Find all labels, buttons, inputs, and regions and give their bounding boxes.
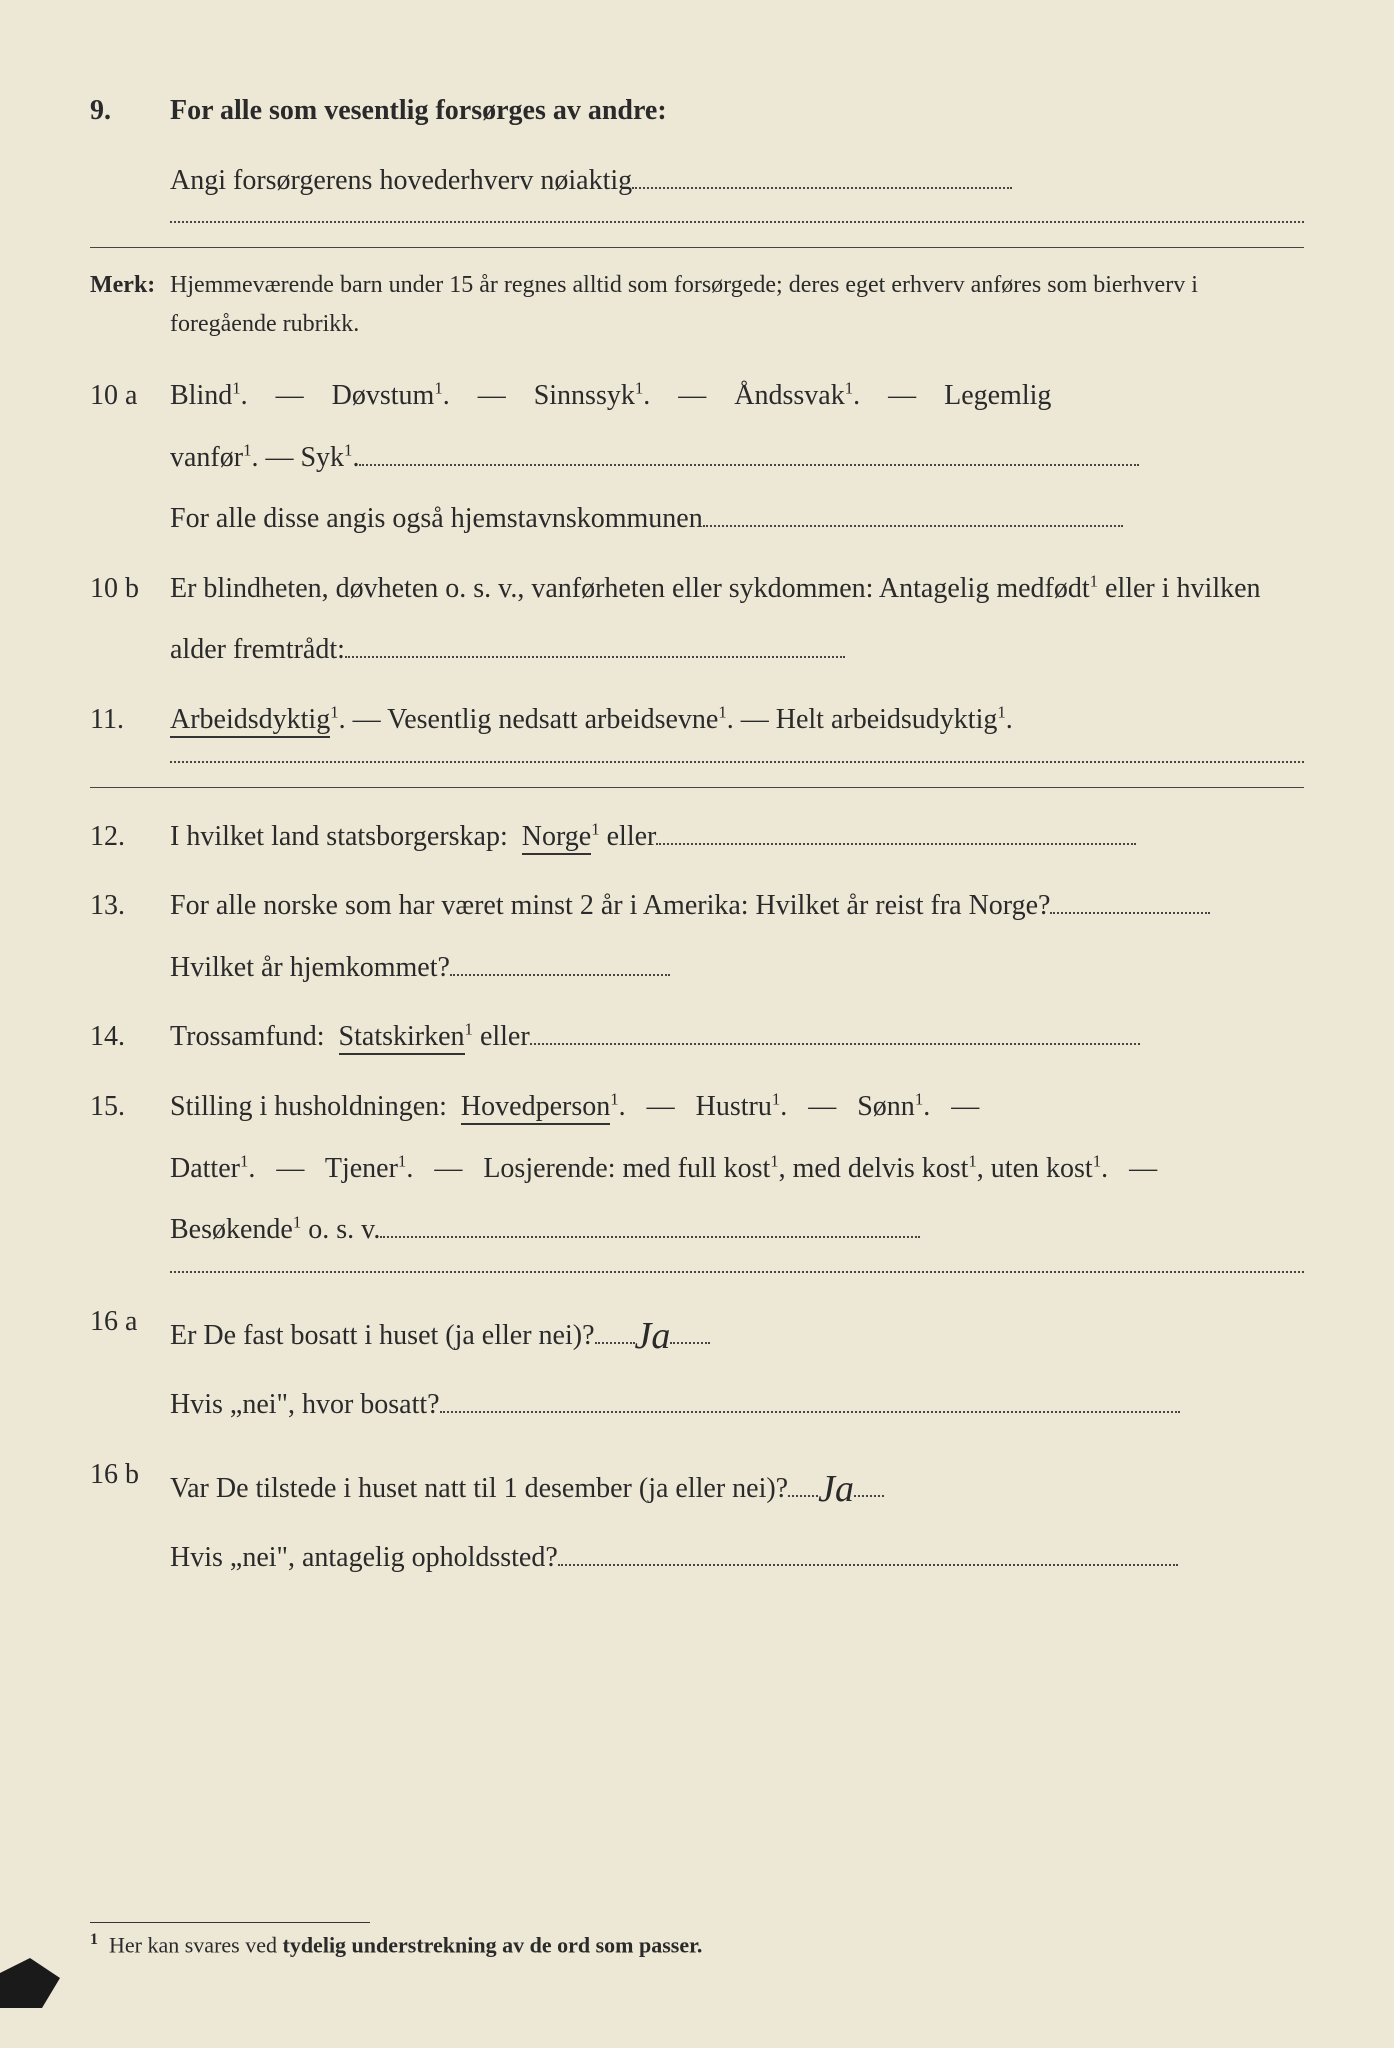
- fill-line[interactable]: [530, 1043, 1140, 1045]
- q15-text: Stilling i husholdningen:: [170, 1091, 447, 1122]
- question-number: 10 a: [90, 365, 170, 427]
- question-number: 16 a: [90, 1291, 170, 1353]
- fill-line[interactable]: [450, 974, 670, 976]
- q10a-line2: For alle disse angis også hjemstavnskomm…: [170, 503, 703, 534]
- opt-vanfor[interactable]: vanfør: [170, 442, 243, 473]
- question-13: 13. For alle norske som har været minst …: [90, 875, 1304, 998]
- fill-line[interactable]: [380, 1236, 920, 1238]
- opt-syk[interactable]: Syk: [300, 442, 344, 473]
- merk-label: Merk:: [90, 266, 170, 304]
- opt-arbeidsdyktig[interactable]: Arbeidsdyktig: [170, 704, 330, 738]
- q16a-text2: Hvis „nei", hvor bosatt?: [170, 1389, 440, 1420]
- q12-text: I hvilket land statsborgerskap:: [170, 821, 508, 852]
- q9-prompt: Angi forsørgerens hovederhverv nøiaktig: [170, 165, 632, 196]
- footnote-marker: 1: [90, 1931, 98, 1948]
- question-number: 9.: [90, 80, 170, 142]
- question-number: 13.: [90, 875, 170, 937]
- question-9-title: For alle som vesentlig forsørges av andr…: [170, 80, 1304, 142]
- q13-text2: Hvilket år hjemkommet?: [170, 952, 450, 983]
- opt-nedsatt[interactable]: Vesentlig nedsatt arbeidsevne: [387, 704, 718, 735]
- question-15: 15. Stilling i husholdningen: Hovedperso…: [90, 1076, 1304, 1261]
- opt-losjerende[interactable]: Losjerende: med full kost: [483, 1153, 770, 1184]
- footnote-bold: tydelig understrekning av de ord som pas…: [283, 1932, 703, 1957]
- question-number: 15.: [90, 1076, 170, 1138]
- question-14: 14. Trossamfund: Statskirken1 eller: [90, 1006, 1304, 1068]
- los2[interactable]: , med delvis kost: [779, 1153, 969, 1184]
- osv: o. s. v.: [301, 1214, 380, 1245]
- opt-besokende[interactable]: Besøkende: [170, 1214, 293, 1245]
- question-number: 14.: [90, 1006, 170, 1068]
- opt-statskirken[interactable]: Statskirken: [339, 1021, 465, 1055]
- footnote-text: Her kan svares ved: [109, 1932, 283, 1957]
- question-10a: 10 a Blind1. — Døvstum1. — Sinnssyk1. — …: [90, 365, 1304, 550]
- opt-hovedperson[interactable]: Hovedperson: [461, 1091, 610, 1125]
- footnote: 1 Her kan svares ved tydelig understrekn…: [90, 1922, 1304, 1958]
- opt-andssvak[interactable]: Åndssvak: [734, 380, 844, 411]
- opt-dovstum[interactable]: Døvstum: [332, 380, 435, 411]
- fill-line[interactable]: [359, 464, 1139, 466]
- fill-line[interactable]: [1050, 912, 1210, 914]
- question-9: 9. For alle som vesentlig forsørges av a…: [90, 80, 1304, 142]
- opt-datter[interactable]: Datter: [170, 1153, 240, 1184]
- q14-text: Trossamfund:: [170, 1021, 325, 1052]
- handwritten-ja: Ja: [635, 1295, 671, 1379]
- dotted-rule: [170, 221, 1304, 223]
- question-10b: 10 b Er blindheten, døvheten o. s. v., v…: [90, 558, 1304, 681]
- opt-hustru[interactable]: Hustru: [696, 1091, 772, 1122]
- opt-blind[interactable]: Blind: [170, 380, 232, 411]
- fill-line[interactable]: [656, 843, 1136, 845]
- q14-eller: eller: [473, 1021, 530, 1052]
- opt-sonn[interactable]: Sønn: [857, 1091, 915, 1122]
- q13-text: For alle norske som har været minst 2 år…: [170, 890, 1050, 921]
- opt-legemlig[interactable]: Legemlig: [944, 380, 1051, 411]
- section-rule: [90, 787, 1304, 788]
- los3[interactable]: , uten kost: [977, 1153, 1093, 1184]
- opt-tjener[interactable]: Tjener: [325, 1153, 398, 1184]
- footnote-rule: [90, 1922, 370, 1923]
- q12-eller: eller: [600, 821, 657, 852]
- fill-line[interactable]: [440, 1411, 1180, 1413]
- question-number: 11.: [90, 689, 170, 751]
- q10b-text1: Er blindheten, døvheten o. s. v., vanfør…: [170, 573, 1090, 604]
- section-rule: [90, 247, 1304, 248]
- opt-sinnssyk[interactable]: Sinnssyk: [534, 380, 635, 411]
- fill-line[interactable]: [703, 525, 1123, 527]
- question-number: 16 b: [90, 1444, 170, 1506]
- merk-note: Merk: Hjemmeværende barn under 15 år reg…: [90, 266, 1304, 343]
- opt-udyktig[interactable]: Helt arbeidsudyktig: [776, 704, 998, 735]
- q16a-text: Er De fast bosatt i huset (ja eller nei)…: [170, 1320, 595, 1351]
- fill-line[interactable]: [558, 1564, 1178, 1566]
- question-16a: 16 a Er De fast bosatt i huset (ja eller…: [90, 1291, 1304, 1436]
- question-9-line: Angi forsørgerens hovederhverv nøiaktig: [90, 150, 1304, 212]
- question-12: 12. I hvilket land statsborgerskap: Norg…: [90, 806, 1304, 868]
- question-number: 12.: [90, 806, 170, 868]
- q16b-text2: Hvis „nei", antagelig opholdssted?: [170, 1542, 558, 1573]
- fill-line[interactable]: [632, 187, 1012, 189]
- page-tear: [0, 1958, 60, 2008]
- dotted-rule: [170, 1271, 1304, 1273]
- q16b-text: Var De tilstede i huset natt til 1 desem…: [170, 1473, 788, 1504]
- question-16b: 16 b Var De tilstede i huset natt til 1 …: [90, 1444, 1304, 1589]
- dotted-rule: [170, 761, 1304, 763]
- handwritten-ja: Ja: [818, 1448, 854, 1532]
- merk-text: Hjemmeværende barn under 15 år regnes al…: [170, 266, 1304, 343]
- question-number: 10 b: [90, 558, 170, 620]
- opt-norge[interactable]: Norge: [522, 821, 591, 855]
- form-page: 9. For alle som vesentlig forsørges av a…: [0, 0, 1394, 2048]
- question-11: 11. Arbeidsdyktig1. — Vesentlig nedsatt …: [90, 689, 1304, 751]
- fill-line[interactable]: [345, 656, 845, 658]
